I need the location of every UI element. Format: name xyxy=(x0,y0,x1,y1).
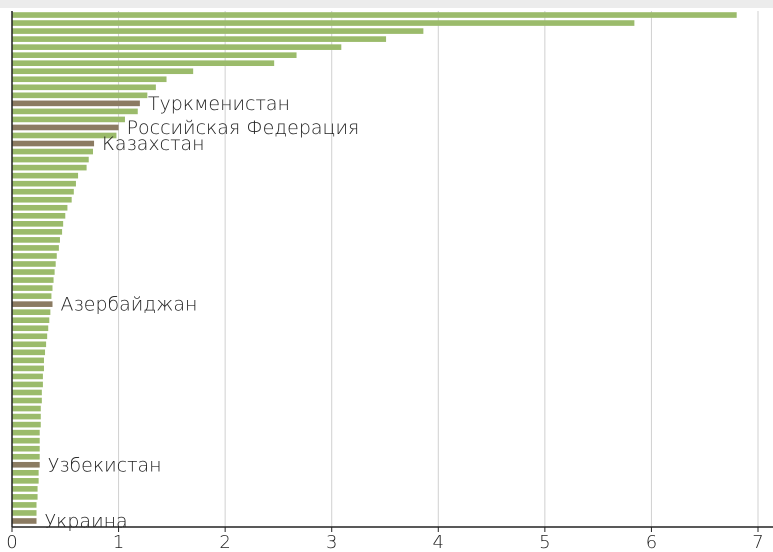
bar xyxy=(12,293,52,299)
bar xyxy=(12,245,59,251)
bar xyxy=(12,36,387,42)
bar-label: Украина xyxy=(45,510,128,532)
bar xyxy=(12,445,40,452)
bar-label: Казахстан xyxy=(102,133,205,155)
bar xyxy=(12,277,54,283)
x-tick-label: 2 xyxy=(219,532,230,552)
bar xyxy=(12,325,49,332)
bar xyxy=(12,229,63,235)
bar xyxy=(12,510,37,516)
bar xyxy=(12,221,64,227)
bar xyxy=(12,502,37,508)
bar xyxy=(12,309,51,315)
bar xyxy=(12,421,41,428)
bar xyxy=(12,124,119,131)
bar xyxy=(12,461,40,468)
x-tick-label: 5 xyxy=(539,532,550,552)
bar xyxy=(12,494,38,500)
bar xyxy=(12,68,194,75)
bar xyxy=(12,92,148,99)
bar-label: Российская Федерация xyxy=(127,117,360,139)
bar xyxy=(12,437,40,444)
x-tick-label: 0 xyxy=(6,532,17,552)
bar xyxy=(12,469,39,476)
bar xyxy=(12,116,125,123)
bar xyxy=(12,373,43,380)
bar xyxy=(12,285,53,291)
bar xyxy=(12,172,79,179)
bar xyxy=(12,76,167,83)
bar xyxy=(12,381,43,388)
bar xyxy=(12,148,93,155)
bar xyxy=(12,204,68,211)
x-tick-label: 1 xyxy=(113,532,124,552)
bar xyxy=(12,518,37,524)
bar xyxy=(12,389,42,396)
bar xyxy=(12,196,72,203)
bar-label: Узбекистан xyxy=(48,454,162,476)
bar xyxy=(12,453,40,460)
bar xyxy=(12,52,297,58)
bar xyxy=(12,365,44,372)
bar xyxy=(12,156,89,163)
bar xyxy=(12,132,117,139)
bar xyxy=(12,188,74,195)
x-tick-label: 3 xyxy=(326,532,337,552)
bar xyxy=(12,349,46,356)
bar xyxy=(12,261,56,267)
bar xyxy=(12,44,342,50)
bar xyxy=(12,12,737,18)
bar xyxy=(12,108,138,115)
bar xyxy=(12,84,156,91)
bar xyxy=(12,237,60,243)
bar xyxy=(12,357,44,364)
bar xyxy=(12,269,55,275)
bar xyxy=(12,60,275,67)
bar xyxy=(12,341,47,348)
bar xyxy=(12,100,140,107)
bar xyxy=(12,397,42,404)
bar xyxy=(12,140,95,147)
x-tick-label: 6 xyxy=(646,532,657,552)
bar xyxy=(12,164,87,171)
bar xyxy=(12,317,50,324)
bar xyxy=(12,301,53,307)
bar-label: Туркменистан xyxy=(148,93,290,115)
bar xyxy=(12,478,39,484)
bar xyxy=(12,253,57,259)
bar-label: Азербайджан xyxy=(60,294,197,316)
bar xyxy=(12,405,41,412)
bar xyxy=(12,180,76,187)
top-band xyxy=(0,0,773,8)
bar xyxy=(12,20,635,26)
x-tick-label: 7 xyxy=(752,532,763,552)
bar xyxy=(12,429,40,436)
bar xyxy=(12,333,48,340)
bar xyxy=(12,28,424,34)
bar xyxy=(12,212,66,219)
bar xyxy=(12,413,41,420)
x-tick-label: 4 xyxy=(433,532,444,552)
bar xyxy=(12,486,38,492)
